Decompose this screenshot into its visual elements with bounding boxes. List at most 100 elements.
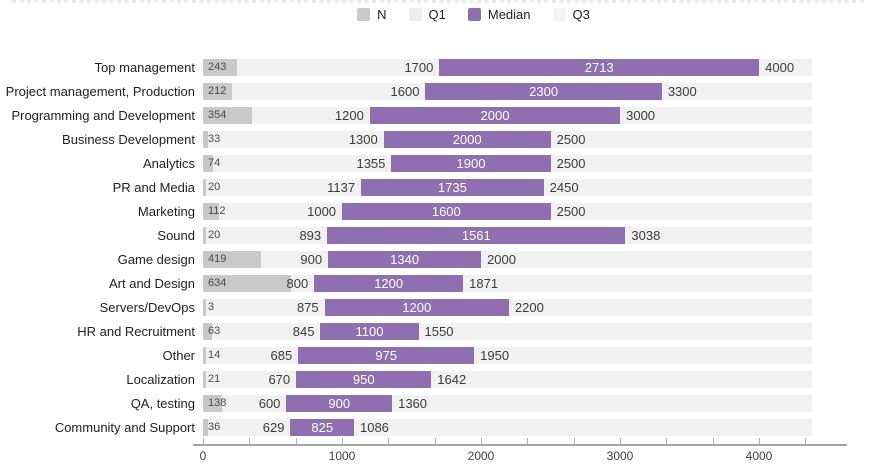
median-value: 2713 [584,60,614,75]
median-value: 1200 [402,300,432,315]
median-bar: 1600 [342,203,551,220]
median-bar: 825 [290,419,354,436]
x-axis-tick [666,438,668,445]
chart-row: Other 14 685 975 1950 [0,347,879,364]
n-bar [203,203,219,220]
median-bar: 950 [296,371,432,388]
median-value: 1340 [390,252,420,267]
median-value: 950 [352,372,375,387]
q3-value: 2500 [556,132,586,147]
n-bar [203,299,206,316]
q1-value: 1355 [356,156,386,171]
n-bar [203,227,206,244]
x-axis-tick [481,438,482,445]
median-bar: 2300 [425,83,662,100]
category-label: Programming and Development [11,108,195,123]
x-axis-tick-label: 1000 [328,449,356,463]
category-label: Top management [94,60,195,75]
category-label: Other [162,348,195,363]
x-axis-tick [295,438,297,445]
q3-value: 1086 [359,420,389,435]
category-label: Analytics [142,156,195,171]
row-plot: 20 1137 1735 2450 [203,179,812,196]
category-label: Project management, Production [5,84,195,99]
n-value: 212 [208,85,227,97]
category-label: HR and Recruitment [77,324,195,339]
q1-value: 893 [299,228,322,243]
category-label: Business Development [62,132,195,147]
x-axis-line [193,444,847,446]
chart-row: Project management, Production 212 1600 … [0,83,879,100]
chart-row: Top management 243 1700 2713 4000 [0,59,879,76]
cropped-title-remnant [12,0,867,3]
q3-value: 2500 [556,204,586,219]
q3-value: 1550 [424,324,454,339]
median-value: 2300 [529,84,559,99]
median-value: 900 [328,396,351,411]
chart-row: Localization 21 670 950 1642 [0,371,879,388]
q3-value: 3300 [667,84,697,99]
median-value: 1600 [431,204,461,219]
row-plot: 212 1600 2300 3300 [203,83,812,100]
x-axis-tick-label: 0 [199,449,207,463]
chart-row: Marketing 112 1000 1600 2500 [0,203,879,220]
row-track [203,419,812,436]
q1-value: 900 [300,252,323,267]
legend-swatch-q1-icon [408,8,422,21]
legend: N Q1 Median Q3 [0,7,879,22]
median-bar: 1200 [324,299,509,316]
x-axis-tick [388,438,390,445]
median-value: 825 [311,420,334,435]
n-value: 20 [208,229,221,241]
q1-value: 1137 [327,180,356,195]
x-axis-tick-label: 4000 [745,449,773,463]
chart-row: Art and Design 634 800 1200 1871 [0,275,879,292]
median-value: 1561 [461,228,491,243]
q1-value: 1600 [390,84,420,99]
x-axis-tick [573,438,575,445]
x-axis-tick [434,438,436,445]
chart-row: Business Development 33 1300 2000 2500 [0,131,879,148]
q1-value: 1300 [348,132,378,147]
x-axis-tick [249,438,251,445]
q3-value: 1871 [469,276,499,291]
n-bar [203,251,262,268]
chart-row: Sound 20 893 1561 3038 [0,227,879,244]
x-axis-tick [620,438,621,445]
n-value: 33 [208,133,221,145]
chart-row: Community and Support 36 629 825 1086 [0,419,879,436]
n-value: 112 [208,205,226,217]
n-bar [203,83,233,100]
chart-row: PR and Media 20 1137 1735 2450 [0,179,879,196]
n-bar [203,107,253,124]
row-plot: 36 629 825 1086 [203,419,812,436]
median-bar: 1900 [391,155,551,172]
median-bar: 2713 [439,59,760,76]
q1-value: 670 [268,372,291,387]
n-value: 36 [208,421,221,433]
row-plot: 63 845 1100 1550 [203,323,812,340]
q3-value: 1642 [437,372,467,387]
category-label: QA, testing [130,396,195,411]
category-label: Art and Design [109,276,195,291]
row-plot: 138 600 900 1360 [203,395,812,412]
q3-value: 1360 [398,396,428,411]
legend-label-q3: Q3 [572,7,590,22]
category-label: Sound [157,228,195,243]
x-axis-tick [759,438,760,445]
row-plot: 74 1355 1900 2500 [203,155,812,172]
q1-value: 685 [270,348,293,363]
median-bar: 1561 [327,227,626,244]
legend-swatch-q3-icon [552,8,566,21]
n-value: 3 [208,301,215,313]
category-label: Localization [126,372,195,387]
median-bar: 1100 [320,323,419,340]
row-plot: 419 900 1340 2000 [203,251,812,268]
row-plot: 21 670 950 1642 [203,371,812,388]
x-axis-tick [712,438,714,445]
q3-value: 3038 [631,228,661,243]
n-bar [203,155,214,172]
median-bar: 2000 [369,107,621,124]
n-bar [203,395,223,412]
